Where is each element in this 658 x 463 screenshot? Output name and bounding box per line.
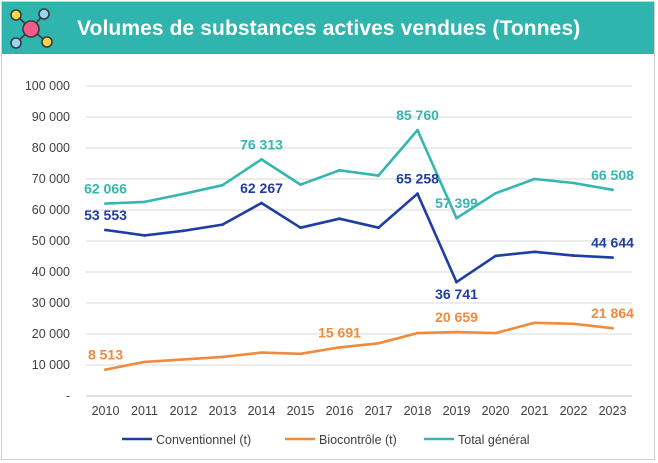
data-point: [455, 216, 458, 220]
data-point: [338, 217, 341, 221]
data-point: [533, 250, 536, 254]
data-label: 66 508: [591, 167, 634, 183]
data-label: 62 066: [84, 181, 127, 197]
data-label: 20 659: [435, 309, 478, 325]
data-point: [143, 234, 146, 237]
data-point: [299, 352, 302, 356]
data-point: [611, 188, 614, 192]
data-point: [455, 330, 458, 334]
data-point: [143, 200, 146, 204]
data-point: [260, 351, 263, 354]
x-tick-label: 2010: [92, 404, 120, 418]
data-point: [611, 326, 614, 330]
x-tick-label: 2015: [287, 404, 315, 418]
data-point: [416, 192, 419, 196]
data-label: 53 553: [84, 207, 127, 223]
chart-header: Volumes de substances actives vendues (T…: [2, 2, 654, 54]
data-point: [494, 254, 497, 258]
data-label: 76 313: [240, 136, 283, 152]
data-point: [221, 223, 224, 226]
data-point: [455, 280, 458, 284]
data-point: [338, 168, 341, 172]
x-tick-label: 2011: [131, 404, 158, 418]
data-point: [182, 192, 185, 196]
data-point: [260, 201, 263, 205]
series-line-0: [104, 192, 614, 284]
series-line-2: [104, 128, 614, 220]
data-label: 62 267: [240, 180, 283, 196]
x-tick-label: 2016: [326, 404, 354, 418]
y-tick-label: 50 000: [32, 234, 70, 248]
data-point: [611, 256, 614, 260]
data-label: 21 864: [591, 305, 634, 321]
x-tick-label: 2018: [404, 404, 432, 418]
molecule-network-icon: [10, 8, 53, 49]
y-tick-label: -: [66, 389, 70, 403]
data-point: [221, 355, 224, 359]
data-point: [104, 202, 107, 205]
data-label: 8 513: [88, 347, 123, 363]
data-point: [104, 228, 107, 232]
x-tick-label: 2013: [209, 404, 237, 418]
x-tick-label: 2021: [521, 404, 549, 418]
y-tick-label: 100 000: [25, 79, 70, 93]
data-point: [182, 229, 185, 233]
data-label: 44 644: [591, 235, 634, 251]
data-point: [143, 360, 146, 364]
y-tick-label: 20 000: [32, 327, 70, 341]
x-tick-label: 2020: [482, 404, 510, 418]
x-tick-label: 2023: [599, 404, 627, 418]
data-label: 15 691: [318, 324, 361, 340]
data-point: [494, 191, 497, 195]
data-point: [182, 358, 185, 361]
data-point: [377, 341, 380, 345]
data-label: 85 760: [396, 107, 439, 123]
y-tick-label: 10 000: [32, 358, 70, 372]
data-point: [377, 226, 380, 230]
data-point: [416, 128, 419, 132]
chart-title: Volumes de substances actives vendues (T…: [77, 17, 581, 40]
data-point: [533, 177, 536, 181]
legend-label: Biocontrôle (t): [319, 433, 397, 447]
x-tick-label: 2019: [443, 404, 471, 418]
data-label: 65 258: [396, 171, 439, 187]
data-point: [533, 321, 536, 325]
y-tick-label: 80 000: [32, 141, 70, 155]
data-point: [299, 226, 302, 230]
y-tick-label: 60 000: [32, 203, 70, 217]
data-point: [299, 183, 302, 186]
data-label: 36 741: [435, 286, 478, 302]
data-point: [260, 158, 263, 161]
legend-label: Conventionnel (t): [156, 433, 251, 447]
data-point: [572, 254, 575, 257]
data-point: [572, 322, 575, 326]
data-point: [221, 183, 224, 187]
data-point: [377, 174, 380, 177]
y-tick-label: 30 000: [32, 296, 70, 310]
x-tick-label: 2022: [560, 404, 588, 418]
series-line-1: [104, 321, 614, 371]
data-point: [572, 181, 575, 185]
data-label: 57 399: [435, 195, 478, 211]
y-tick-label: 70 000: [32, 172, 70, 186]
y-tick-label: 90 000: [32, 110, 70, 124]
x-tick-label: 2017: [365, 404, 393, 418]
y-tick-label: 40 000: [32, 265, 70, 279]
data-point: [494, 331, 497, 335]
legend-label: Total général: [458, 433, 530, 447]
data-point: [338, 345, 341, 349]
x-tick-label: 2012: [170, 404, 198, 418]
data-point: [104, 368, 107, 372]
x-tick-label: 2014: [248, 404, 276, 418]
data-point: [416, 331, 419, 335]
